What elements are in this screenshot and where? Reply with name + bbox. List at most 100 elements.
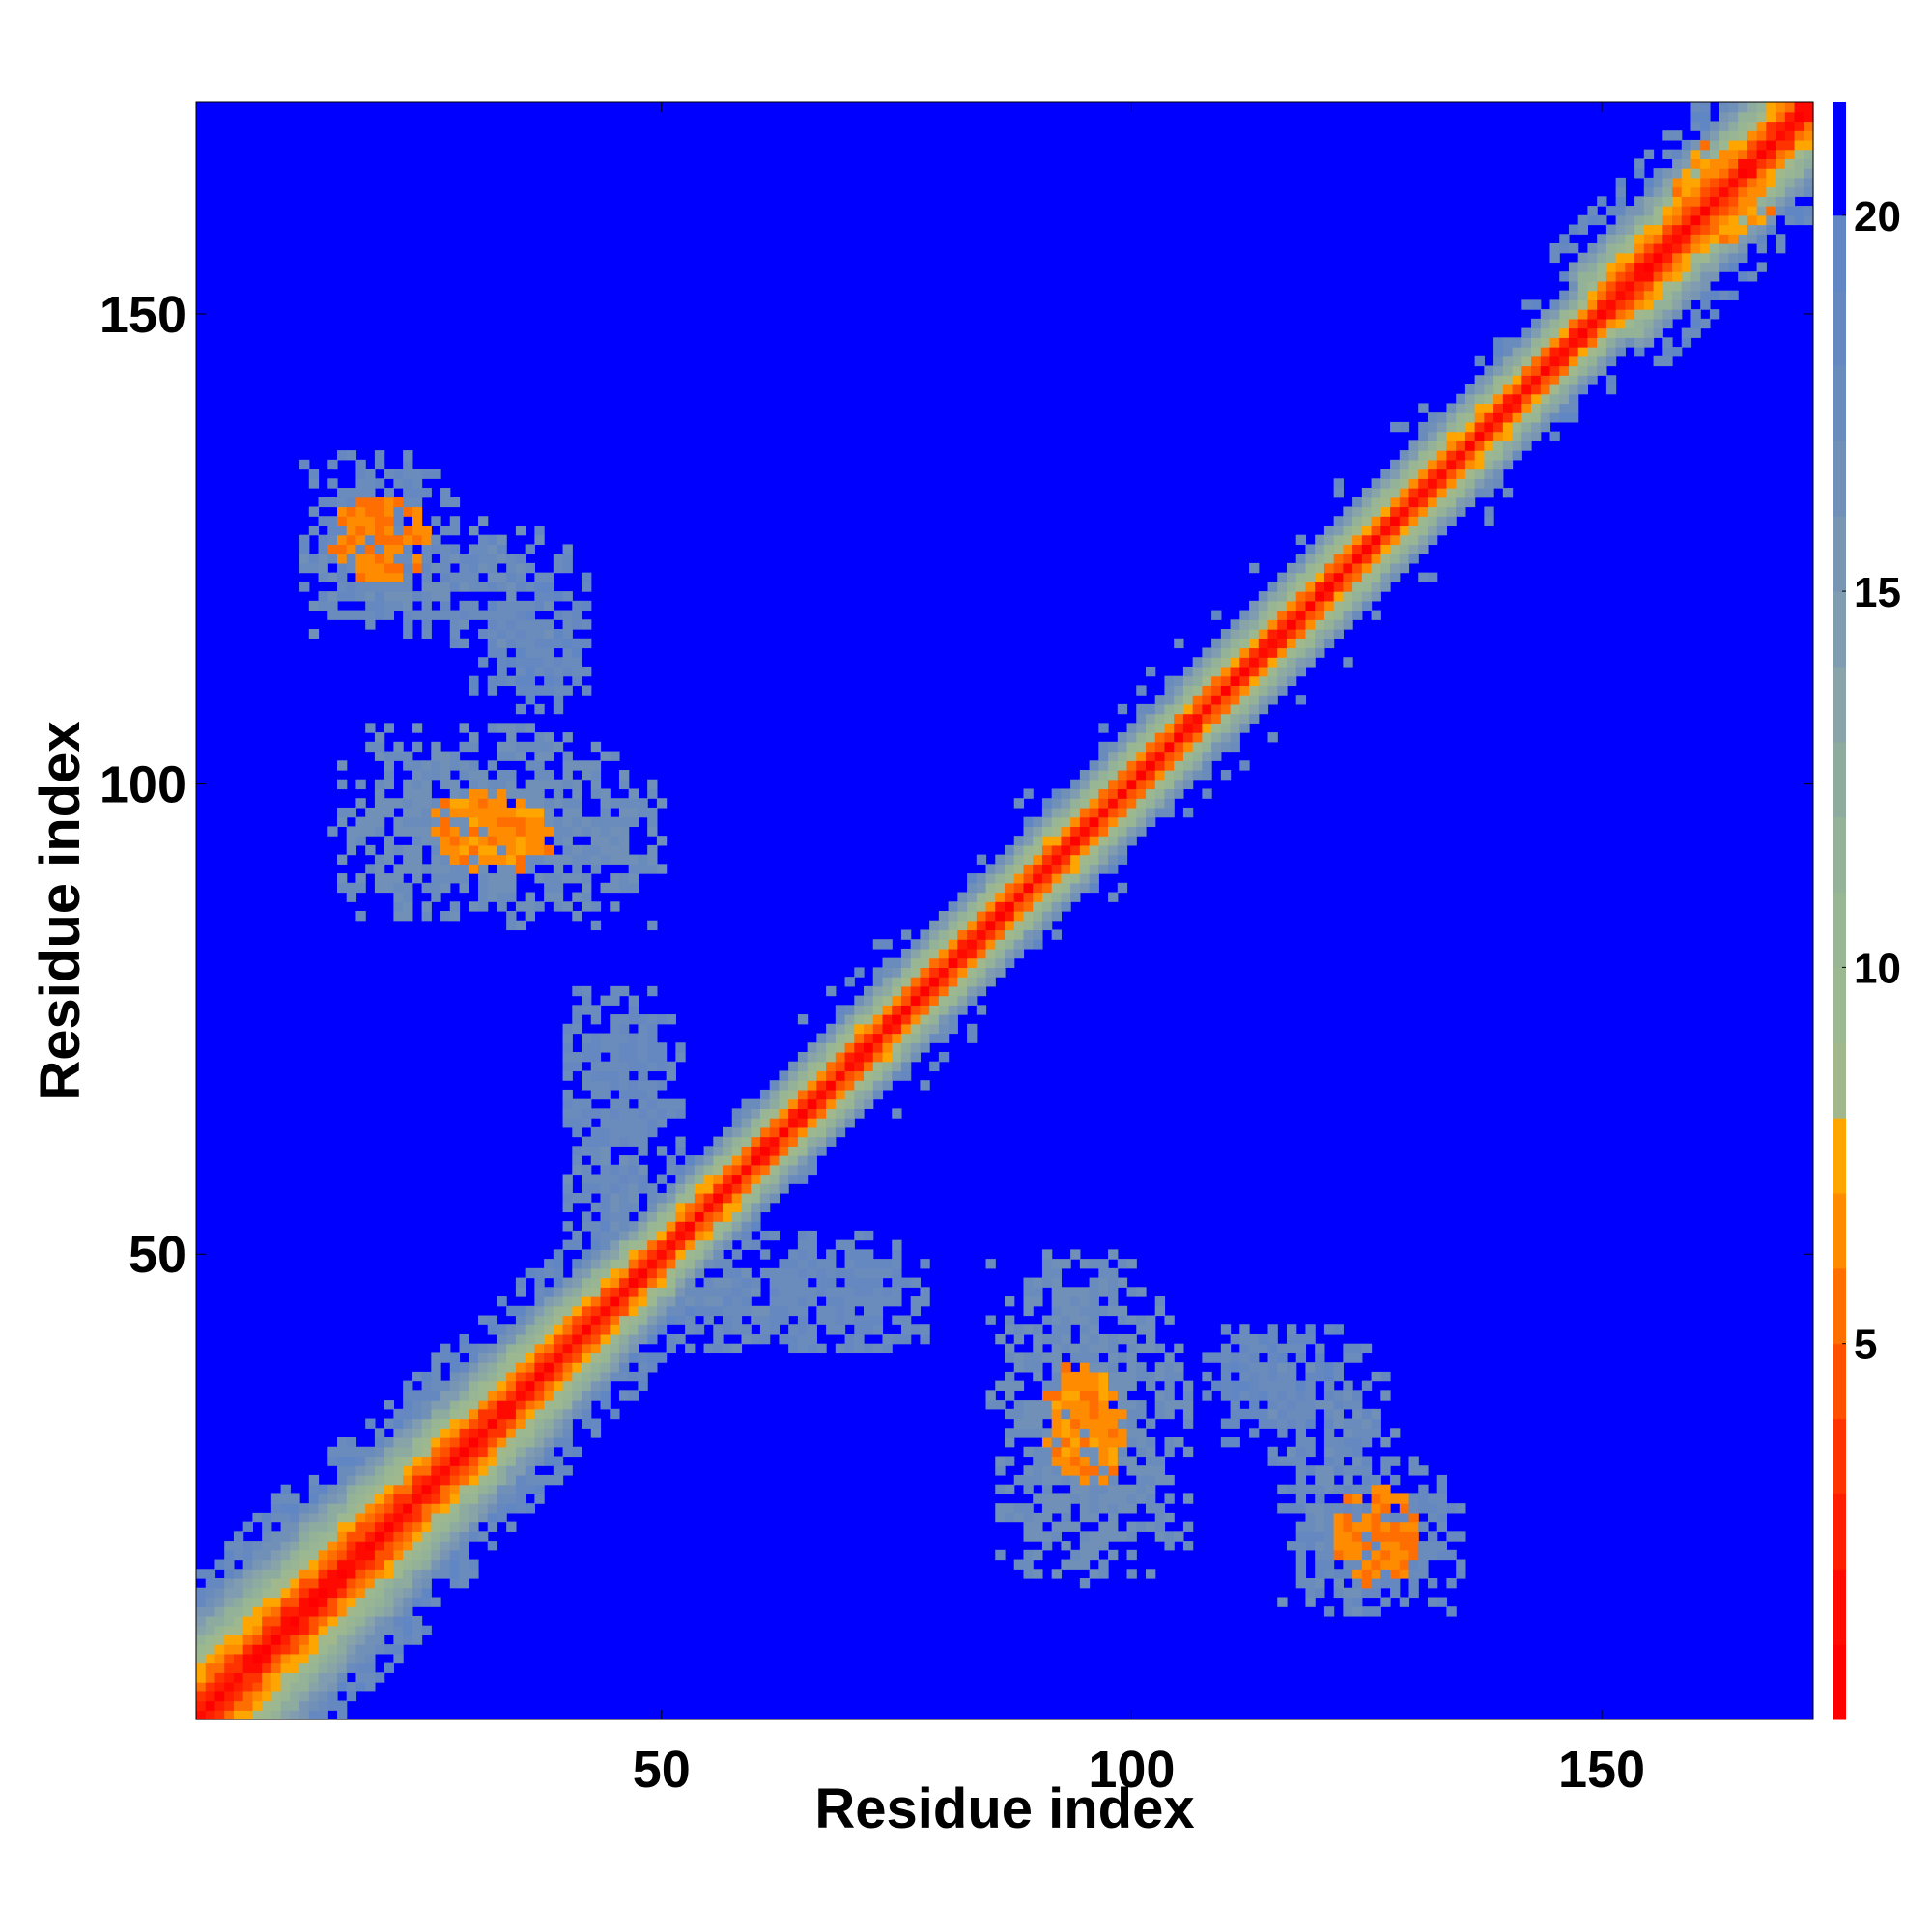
heatmap-cell (365, 544, 376, 554)
heatmap-cell (205, 1587, 216, 1599)
heatmap-cell (759, 1333, 771, 1345)
heatmap-cell (308, 1484, 320, 1495)
heatmap-cell (835, 1305, 846, 1317)
heatmap-cell (854, 1267, 893, 1279)
heatmap-cell (214, 1672, 225, 1683)
heatmap-cell (1352, 1446, 1363, 1458)
heatmap-cell (788, 1155, 799, 1166)
heatmap-cell (1315, 1465, 1335, 1476)
heatmap-cell (835, 1089, 846, 1100)
heatmap-cell (440, 798, 451, 809)
heatmap-cell (1615, 318, 1626, 329)
heatmap-cell (336, 562, 348, 574)
heatmap-cell (1605, 206, 1626, 216)
heatmap-cell (844, 1343, 855, 1354)
heatmap-cell (374, 864, 385, 874)
heatmap-cell (1399, 478, 1410, 489)
heatmap-cell (449, 582, 461, 592)
heatmap-cell (1286, 647, 1297, 658)
heatmap-cell (1512, 421, 1522, 433)
heatmap-cell (336, 1437, 348, 1448)
heatmap-cell (618, 1267, 630, 1279)
heatmap-cell (600, 1380, 611, 1391)
heatmap-cell (1098, 779, 1109, 790)
heatmap-cell (459, 826, 469, 837)
heatmap-cell (1117, 844, 1128, 856)
heatmap-cell (384, 1559, 394, 1570)
heatmap-cell (816, 1033, 827, 1043)
heatmap-cell (647, 920, 658, 931)
heatmap-cell (1399, 534, 1410, 546)
heatmap-cell (731, 1230, 743, 1241)
heatmap-cell (421, 572, 432, 582)
heatmap-cell (1738, 271, 1748, 282)
heatmap-cell (1145, 779, 1156, 790)
heatmap-cell (262, 1559, 272, 1570)
heatmap-cell (384, 844, 394, 856)
heatmap-cell (1436, 431, 1448, 441)
heatmap-cell (1323, 1541, 1335, 1551)
heatmap-cell (1089, 1437, 1099, 1448)
heatmap-cell (590, 1333, 602, 1345)
heatmap-cell (685, 1183, 696, 1194)
heatmap-cell (1098, 1559, 1109, 1570)
heatmap-cell (1456, 412, 1466, 423)
heatmap-cell (1474, 384, 1485, 395)
heatmap-cell (685, 1315, 696, 1325)
heatmap-cell (1286, 1362, 1297, 1373)
heatmap-cell (1521, 440, 1532, 451)
heatmap-cell (1164, 732, 1175, 743)
heatmap-cell (1323, 1437, 1344, 1448)
heatmap-cell (1041, 1437, 1053, 1448)
heatmap-cell (666, 1155, 676, 1166)
heatmap-cell (1089, 1493, 1099, 1504)
heatmap-cell (618, 1108, 639, 1119)
heatmap-cell (685, 1230, 696, 1241)
heatmap-cell (431, 1503, 441, 1514)
heatmap-cell (318, 497, 338, 508)
heatmap-cell (816, 1259, 837, 1269)
heatmap-cell (1577, 252, 1589, 264)
heatmap-cell (797, 1343, 809, 1354)
heatmap-cell (487, 1437, 498, 1448)
heatmap-cell (741, 1192, 752, 1204)
heatmap-cell (1145, 807, 1156, 818)
heatmap-cell (1126, 723, 1137, 733)
heatmap-cell (1427, 440, 1438, 451)
heatmap-cell (1239, 695, 1250, 705)
heatmap-cell (675, 1239, 686, 1250)
heatmap-cell (1766, 186, 1776, 197)
heatmap-cell (1220, 1371, 1232, 1382)
heatmap-cell (384, 610, 394, 620)
heatmap-cell (675, 1136, 686, 1147)
heatmap-cell (262, 1634, 272, 1645)
heatmap-cell (741, 1146, 752, 1156)
heatmap-cell (262, 1653, 272, 1664)
heatmap-cell (1295, 591, 1307, 602)
heatmap-cell (1070, 816, 1081, 827)
heatmap-cell (336, 1587, 348, 1599)
heatmap-cell (252, 1578, 263, 1589)
heatmap-cell (280, 1634, 291, 1645)
heatmap-cell (1117, 854, 1128, 865)
heatmap-cell (1061, 1362, 1071, 1373)
heatmap-cell (544, 798, 554, 809)
x-axis-ticks: 50 100 150 (633, 102, 1645, 1799)
heatmap-cell (515, 1390, 526, 1401)
heatmap-cell (242, 1597, 253, 1607)
heatmap-cell (205, 1690, 216, 1702)
heatmap-cell (449, 1578, 461, 1589)
heatmap-cell (1041, 854, 1053, 865)
heatmap-cell (449, 798, 469, 809)
heatmap-cell (967, 977, 978, 987)
heatmap-cell (318, 591, 328, 602)
heatmap-cell (1230, 647, 1240, 658)
heatmap-cell (1041, 1333, 1062, 1345)
heatmap-cell (431, 1400, 451, 1410)
heatmap-cell (449, 911, 461, 922)
heatmap-cell (788, 1249, 799, 1260)
heatmap-cell (1361, 506, 1373, 517)
heatmap-cell (1089, 864, 1099, 874)
heatmap-cell (1051, 1408, 1062, 1420)
